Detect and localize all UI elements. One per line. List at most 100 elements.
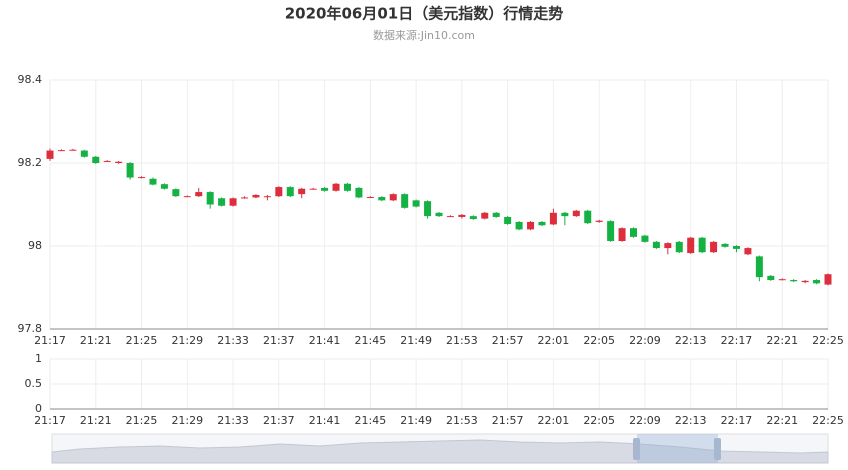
candle-body (527, 221, 535, 230)
x-tick-label: 22:13 (675, 414, 707, 427)
candle-body (721, 243, 729, 247)
x-tick-label: 21:37 (263, 414, 295, 427)
candle-body (366, 197, 374, 199)
x-tick-label: 21:45 (355, 334, 387, 347)
candle-body (824, 274, 832, 285)
candle-body (298, 188, 306, 195)
chart-subtitle: 数据来源:Jin10.com (373, 28, 475, 42)
x-tick-label: 22:05 (583, 334, 615, 347)
candle-body (595, 220, 603, 222)
candle-body (69, 149, 77, 151)
candle-body (446, 216, 454, 218)
candle-body (790, 280, 798, 282)
candle-body (458, 214, 466, 217)
candle-body (401, 194, 409, 208)
y-tick-label: 98.2 (18, 156, 43, 169)
x-tick-label: 21:37 (263, 334, 295, 347)
x-tick-label: 21:29 (171, 334, 203, 347)
candle-body (309, 188, 317, 190)
x-tick-label: 21:45 (355, 414, 387, 427)
slider-handle[interactable] (714, 438, 721, 460)
x-tick-label: 21:53 (446, 334, 478, 347)
candle-body (778, 279, 786, 281)
candle-body (412, 200, 420, 207)
candle-body (652, 241, 660, 249)
candle-body (481, 212, 489, 219)
candle-body (57, 150, 65, 152)
slider-handle[interactable] (633, 438, 640, 460)
candle-body (755, 256, 763, 278)
x-tick-label: 21:29 (171, 414, 203, 427)
y-tick-label: 97.8 (18, 322, 43, 335)
x-tick-label: 21:49 (400, 334, 432, 347)
x-tick-label: 21:25 (126, 414, 158, 427)
candle-body (424, 201, 432, 217)
y-tick-label: 0 (35, 402, 42, 415)
x-tick-label: 21:49 (400, 414, 432, 427)
y-tick-label: 1 (35, 352, 42, 365)
x-tick-label: 22:21 (766, 414, 798, 427)
candle-body (698, 237, 706, 253)
candle-body (80, 150, 88, 157)
x-tick-label: 22:25 (812, 334, 844, 347)
slider-window[interactable] (637, 434, 718, 463)
candle-body (115, 161, 123, 163)
candle-body (813, 280, 821, 284)
candle-body (252, 194, 260, 198)
x-tick-label: 22:01 (538, 334, 570, 347)
y-tick-label: 0.5 (25, 377, 43, 390)
candle-body (46, 150, 54, 159)
y-tick-label: 98 (28, 239, 42, 252)
x-tick-label: 21:33 (217, 414, 249, 427)
zoom-slider[interactable] (51, 433, 829, 464)
x-tick-label: 21:57 (492, 414, 524, 427)
candle-body (343, 183, 351, 191)
x-tick-label: 22:13 (675, 334, 707, 347)
x-tick-label: 22:09 (629, 414, 661, 427)
y-tick-label: 98.4 (18, 73, 43, 86)
x-tick-label: 21:21 (80, 334, 112, 347)
x-tick-label: 21:53 (446, 414, 478, 427)
candle-body (664, 243, 672, 249)
candle-body (515, 221, 523, 230)
x-tick-label: 22:05 (583, 414, 615, 427)
candle-body (286, 187, 294, 197)
candle-body (744, 248, 752, 255)
candle-body (206, 192, 214, 205)
candle-body (630, 228, 637, 237)
candle-body (641, 235, 649, 242)
x-tick-label: 22:17 (721, 414, 753, 427)
candle-body (172, 189, 180, 197)
x-tick-label: 21:41 (309, 414, 341, 427)
candle-body (103, 160, 111, 162)
x-tick-label: 21:33 (217, 334, 249, 347)
candle-body (561, 212, 569, 217)
candle-body (149, 178, 157, 185)
candle-body (504, 216, 512, 225)
candle-body (138, 177, 146, 179)
candle-body (218, 198, 226, 206)
candle-body (355, 187, 363, 198)
x-tick-label: 21:17 (34, 414, 66, 427)
x-tick-label: 21:21 (80, 414, 112, 427)
candle-body (801, 280, 809, 283)
candle-body (607, 221, 615, 242)
candle-body (378, 197, 386, 201)
x-tick-label: 21:25 (126, 334, 158, 347)
candle-body (321, 187, 329, 191)
chart-title: 2020年06月01日（美元指数）行情走势 (285, 5, 564, 23)
x-tick-label: 22:01 (538, 414, 570, 427)
candle-body (767, 275, 775, 281)
x-tick-label: 22:21 (766, 334, 798, 347)
plot-frame (49, 79, 829, 330)
candle-body (732, 246, 740, 249)
candle-body (389, 194, 397, 201)
candle-body (275, 187, 283, 197)
candle-body (126, 163, 134, 178)
candle-body (195, 192, 203, 197)
candle-body (183, 196, 191, 198)
x-tick-label: 22:09 (629, 334, 661, 347)
candle-body (572, 210, 580, 217)
candle-body (618, 228, 626, 242)
candle-body (469, 216, 477, 220)
